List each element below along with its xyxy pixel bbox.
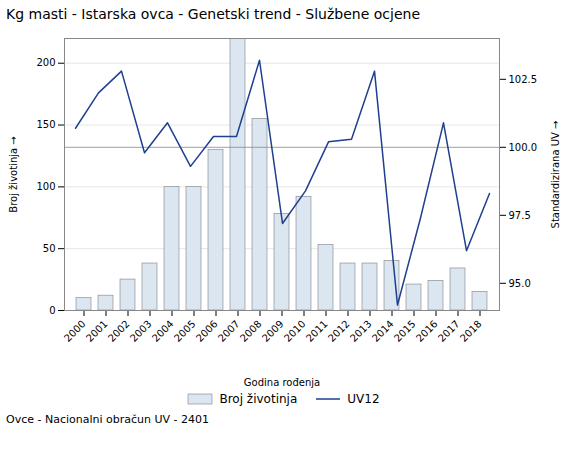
svg-text:2006: 2006: [194, 318, 220, 344]
svg-text:2016: 2016: [414, 318, 440, 344]
svg-text:2001: 2001: [84, 318, 110, 344]
svg-text:2013: 2013: [348, 318, 374, 344]
svg-text:2007: 2007: [216, 318, 242, 344]
svg-text:95.0: 95.0: [509, 278, 531, 289]
svg-text:2009: 2009: [260, 318, 286, 344]
html-text:Broj životinja: Broj životinja: [219, 392, 298, 406]
svg-text:50: 50: [43, 243, 56, 254]
svg-text:0: 0: [49, 305, 55, 316]
svg-text:2017: 2017: [436, 318, 462, 344]
svg-text:2000: 2000: [62, 318, 88, 344]
svg-text:2008: 2008: [238, 318, 264, 344]
svg-text:150: 150: [36, 119, 55, 130]
svg-text:97.5: 97.5: [509, 210, 531, 221]
svg-text:2018: 2018: [458, 318, 484, 344]
html-text:UV12: UV12: [347, 392, 380, 406]
svg-text:2012: 2012: [326, 318, 352, 344]
svg-text:Broj životinja →: Broj životinja →: [8, 136, 19, 212]
html-text:Ovce - Nacionalni obračun UV -: Ovce - Nacionalni obračun UV - 2401: [6, 413, 209, 426]
svg-text:100: 100: [36, 181, 55, 192]
svg-text:100.0: 100.0: [509, 142, 538, 153]
svg-text:102.5: 102.5: [509, 74, 538, 85]
svg-text:2010: 2010: [282, 318, 308, 344]
svg-text:2015: 2015: [392, 318, 418, 344]
svg-text:2005: 2005: [172, 318, 198, 344]
svg-text:2014: 2014: [370, 318, 396, 344]
html-text:Kg masti - Istarska ovca - Gen: Kg masti - Istarska ovca - Genetski tren…: [6, 6, 420, 22]
svg-text:2002: 2002: [106, 318, 132, 344]
svg-text:Standardizirana UV →: Standardizirana UV →: [550, 121, 561, 229]
svg-text:2011: 2011: [304, 318, 330, 344]
svg-text:2003: 2003: [128, 318, 154, 344]
svg-text:Godina rođenja: Godina rođenja: [244, 377, 320, 388]
svg-text:2004: 2004: [150, 318, 176, 344]
svg-text:200: 200: [36, 57, 55, 68]
